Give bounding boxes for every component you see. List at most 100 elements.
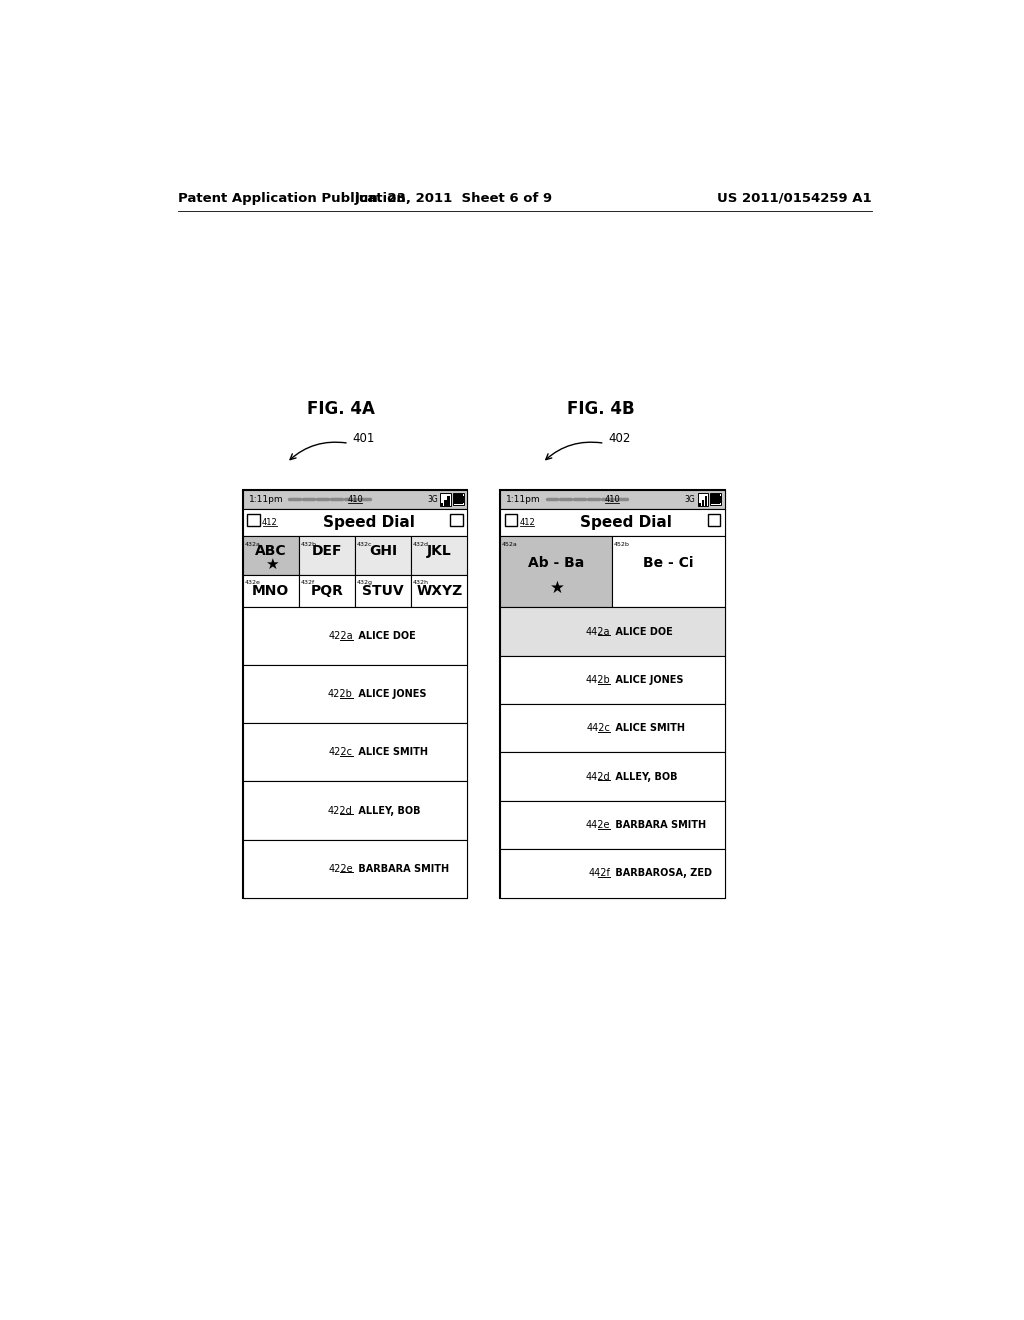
Text: 452b: 452b <box>614 543 630 546</box>
Bar <box>701 499 703 506</box>
Bar <box>243 665 467 723</box>
Bar <box>243 781 467 840</box>
Text: Be - Ci: Be - Ci <box>643 557 694 570</box>
Text: ALLEY, BOB: ALLEY, BOB <box>612 772 678 781</box>
Text: 432g: 432g <box>356 581 373 585</box>
Bar <box>462 496 464 503</box>
Text: ALICE DOE: ALICE DOE <box>612 627 673 636</box>
Text: Speed Dial: Speed Dial <box>324 515 415 531</box>
Bar <box>243 490 467 898</box>
Text: BARBARA SMITH: BARBARA SMITH <box>355 863 450 874</box>
Text: ★: ★ <box>265 557 279 572</box>
Bar <box>505 513 517 527</box>
Bar <box>500 849 725 898</box>
Text: 422e: 422e <box>328 863 352 874</box>
Bar <box>711 494 720 504</box>
Text: ALICE DOE: ALICE DOE <box>355 631 416 642</box>
Bar <box>412 576 467 607</box>
Text: ABC: ABC <box>255 544 287 558</box>
Text: GHI: GHI <box>369 544 397 558</box>
Text: MNO: MNO <box>252 585 290 598</box>
Text: 410: 410 <box>347 495 362 504</box>
Bar <box>299 576 355 607</box>
Text: DEF: DEF <box>311 544 342 558</box>
Bar <box>612 536 725 607</box>
Bar <box>444 499 446 506</box>
Text: 432h: 432h <box>413 581 429 585</box>
Text: 442d: 442d <box>586 772 610 781</box>
Text: ALICE SMITH: ALICE SMITH <box>612 723 685 734</box>
Bar <box>355 536 412 576</box>
Text: FIG. 4B: FIG. 4B <box>567 400 635 417</box>
Text: 422c: 422c <box>329 747 352 758</box>
Bar <box>355 576 412 607</box>
Text: WXYZ: WXYZ <box>416 585 463 598</box>
Text: 422b: 422b <box>328 689 352 700</box>
Bar <box>500 656 725 704</box>
Bar <box>447 496 450 506</box>
Bar <box>500 490 725 508</box>
Text: 1:11pm: 1:11pm <box>249 495 284 504</box>
Bar <box>412 536 467 576</box>
Text: Speed Dial: Speed Dial <box>581 515 673 531</box>
Text: 432c: 432c <box>356 543 372 546</box>
Bar <box>698 503 700 506</box>
Text: 3G: 3G <box>684 495 695 504</box>
Text: 442a: 442a <box>586 627 610 636</box>
Text: 401: 401 <box>352 432 375 445</box>
Text: 422d: 422d <box>328 805 352 816</box>
Bar <box>243 840 467 898</box>
Text: 412: 412 <box>519 519 535 527</box>
Text: 422a: 422a <box>328 631 352 642</box>
Text: 432a: 432a <box>245 543 260 546</box>
Bar <box>719 496 722 503</box>
Text: 432b: 432b <box>300 543 316 546</box>
Text: ALICE JONES: ALICE JONES <box>612 675 684 685</box>
Bar <box>500 490 725 898</box>
Text: 1:11pm: 1:11pm <box>506 495 541 504</box>
Bar <box>441 503 443 506</box>
Bar <box>299 536 355 576</box>
Bar <box>248 513 260 527</box>
Text: ALLEY, BOB: ALLEY, BOB <box>355 805 421 816</box>
Text: 412: 412 <box>262 519 278 527</box>
Bar <box>710 494 721 506</box>
Bar <box>451 513 463 527</box>
Text: BARBARA SMITH: BARBARA SMITH <box>612 820 707 830</box>
Text: 432e: 432e <box>245 581 260 585</box>
Text: 442c: 442c <box>586 723 610 734</box>
Bar <box>243 536 299 576</box>
Bar <box>243 490 467 508</box>
Text: 3G: 3G <box>427 495 438 504</box>
Bar <box>243 723 467 781</box>
Bar <box>500 508 725 536</box>
Bar <box>500 801 725 849</box>
Text: Ab - Ba: Ab - Ba <box>528 557 585 570</box>
Text: FIG. 4A: FIG. 4A <box>307 400 375 417</box>
Bar <box>243 607 467 665</box>
Bar <box>500 536 612 607</box>
Text: 442f: 442f <box>588 869 610 878</box>
Bar <box>243 576 299 607</box>
Text: 402: 402 <box>608 432 631 445</box>
Text: 442e: 442e <box>586 820 610 830</box>
Bar <box>440 492 452 506</box>
Text: ALICE JONES: ALICE JONES <box>355 689 427 700</box>
Bar <box>243 508 467 536</box>
Text: 432f: 432f <box>300 581 314 585</box>
Bar <box>705 496 707 506</box>
Text: PQR: PQR <box>310 585 343 598</box>
Bar <box>697 492 709 506</box>
Text: JKL: JKL <box>427 544 452 558</box>
Bar <box>708 513 720 527</box>
Text: US 2011/0154259 A1: US 2011/0154259 A1 <box>718 191 872 205</box>
Text: ★: ★ <box>550 578 565 597</box>
Bar <box>500 704 725 752</box>
Text: 452a: 452a <box>502 543 517 546</box>
Text: BARBAROSA, ZED: BARBAROSA, ZED <box>612 869 713 878</box>
Text: 442b: 442b <box>586 675 610 685</box>
Bar <box>500 607 725 656</box>
Text: 410: 410 <box>604 495 621 504</box>
Bar <box>500 752 725 801</box>
Bar <box>454 494 463 504</box>
